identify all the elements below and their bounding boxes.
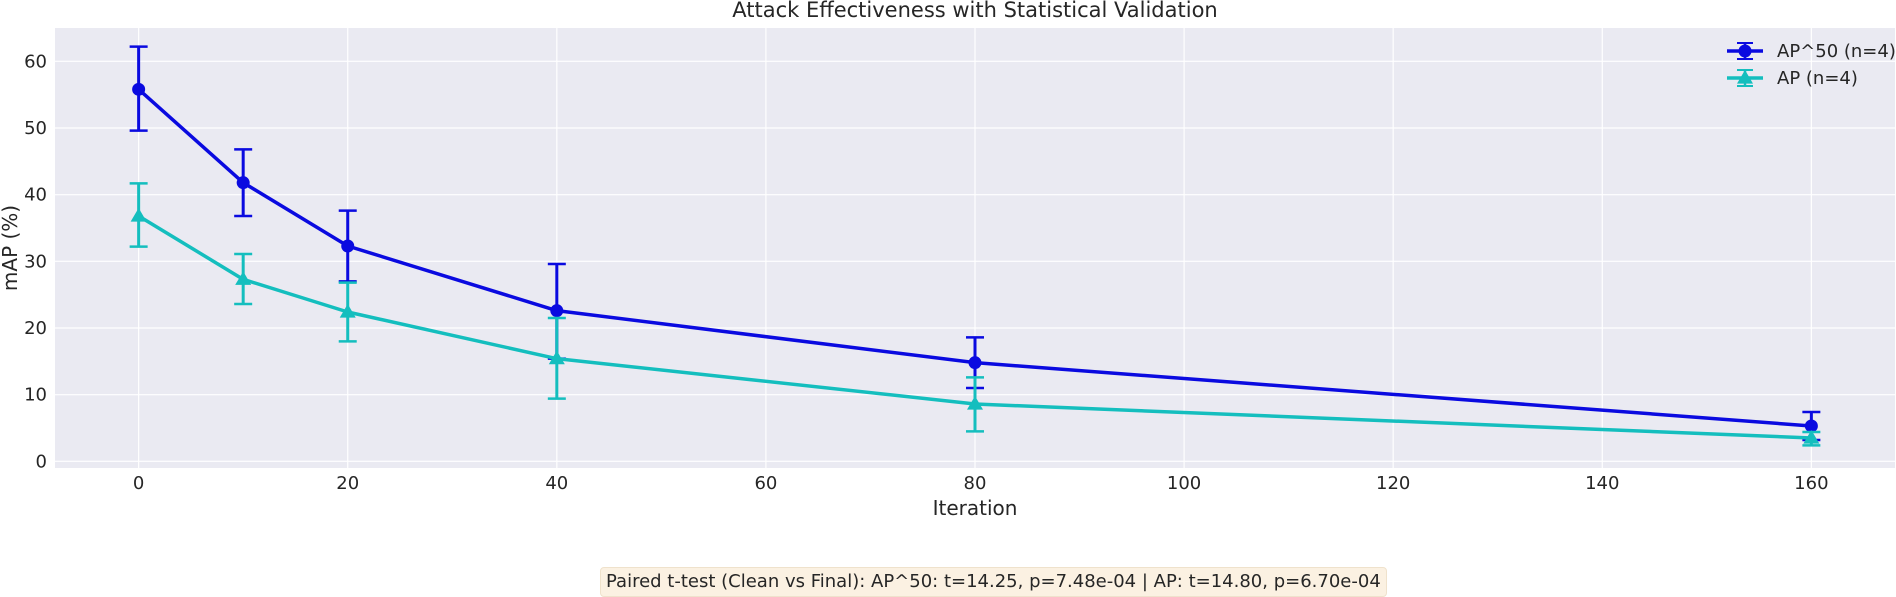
- x-tick-label: 160: [1794, 473, 1828, 494]
- y-tick-label: 0: [36, 451, 47, 472]
- x-tick-label: 0: [133, 473, 144, 494]
- chart-title: Attack Effectiveness with Statistical Va…: [732, 0, 1217, 22]
- x-tick-label: 100: [1167, 473, 1201, 494]
- x-axis-ticks: 0 20 40 60 80 100 120 140 160: [133, 473, 1829, 494]
- x-tick-label: 120: [1376, 473, 1410, 494]
- legend-label: AP (n=4): [1777, 68, 1858, 89]
- y-tick-label: 50: [24, 118, 47, 139]
- data-point: [967, 396, 983, 410]
- data-point: [1803, 430, 1820, 444]
- y-tick-label: 60: [24, 51, 47, 72]
- legend-marker: [1738, 44, 1752, 58]
- x-tick-label: 20: [336, 473, 359, 494]
- series-line: [137, 88, 1812, 428]
- series-ap50: [129, 45, 1821, 442]
- data-point: [341, 239, 355, 253]
- x-tick-label: 140: [1585, 473, 1619, 494]
- legend-item: AP (n=4): [1727, 68, 1858, 89]
- x-tick-label: 60: [754, 473, 777, 494]
- data-point: [235, 271, 252, 285]
- y-tick-label: 20: [24, 318, 47, 339]
- series-layer: [129, 45, 1821, 447]
- y-axis-ticks: 0 10 20 30 40 50 60: [24, 51, 47, 472]
- legend-label: AP^50 (n=4): [1777, 41, 1896, 62]
- x-tick-label: 80: [964, 473, 987, 494]
- y-tick-label: 30: [24, 251, 47, 272]
- series-line: [137, 214, 1812, 440]
- data-point: [548, 350, 565, 365]
- series-ap: [129, 182, 1821, 447]
- legend: AP^50 (n=4) AP (n=4): [1727, 41, 1896, 89]
- y-tick-label: 40: [24, 185, 47, 206]
- y-axis-label: mAP (%): [0, 205, 22, 291]
- data-point: [130, 208, 147, 222]
- x-axis-label: Iteration: [933, 496, 1018, 520]
- y-tick-label: 10: [24, 385, 47, 406]
- x-tick-label: 40: [545, 473, 568, 494]
- data-point: [550, 304, 564, 318]
- data-point: [236, 176, 250, 190]
- data-point: [968, 356, 982, 370]
- data-point: [1804, 419, 1818, 433]
- legend-marker: [1737, 70, 1753, 84]
- t-test-annotation: Paired t-test (Clean vs Final): AP^50: t…: [600, 567, 1387, 597]
- legend-item: AP^50 (n=4): [1727, 41, 1896, 62]
- data-point: [132, 82, 146, 96]
- data-point: [339, 304, 356, 318]
